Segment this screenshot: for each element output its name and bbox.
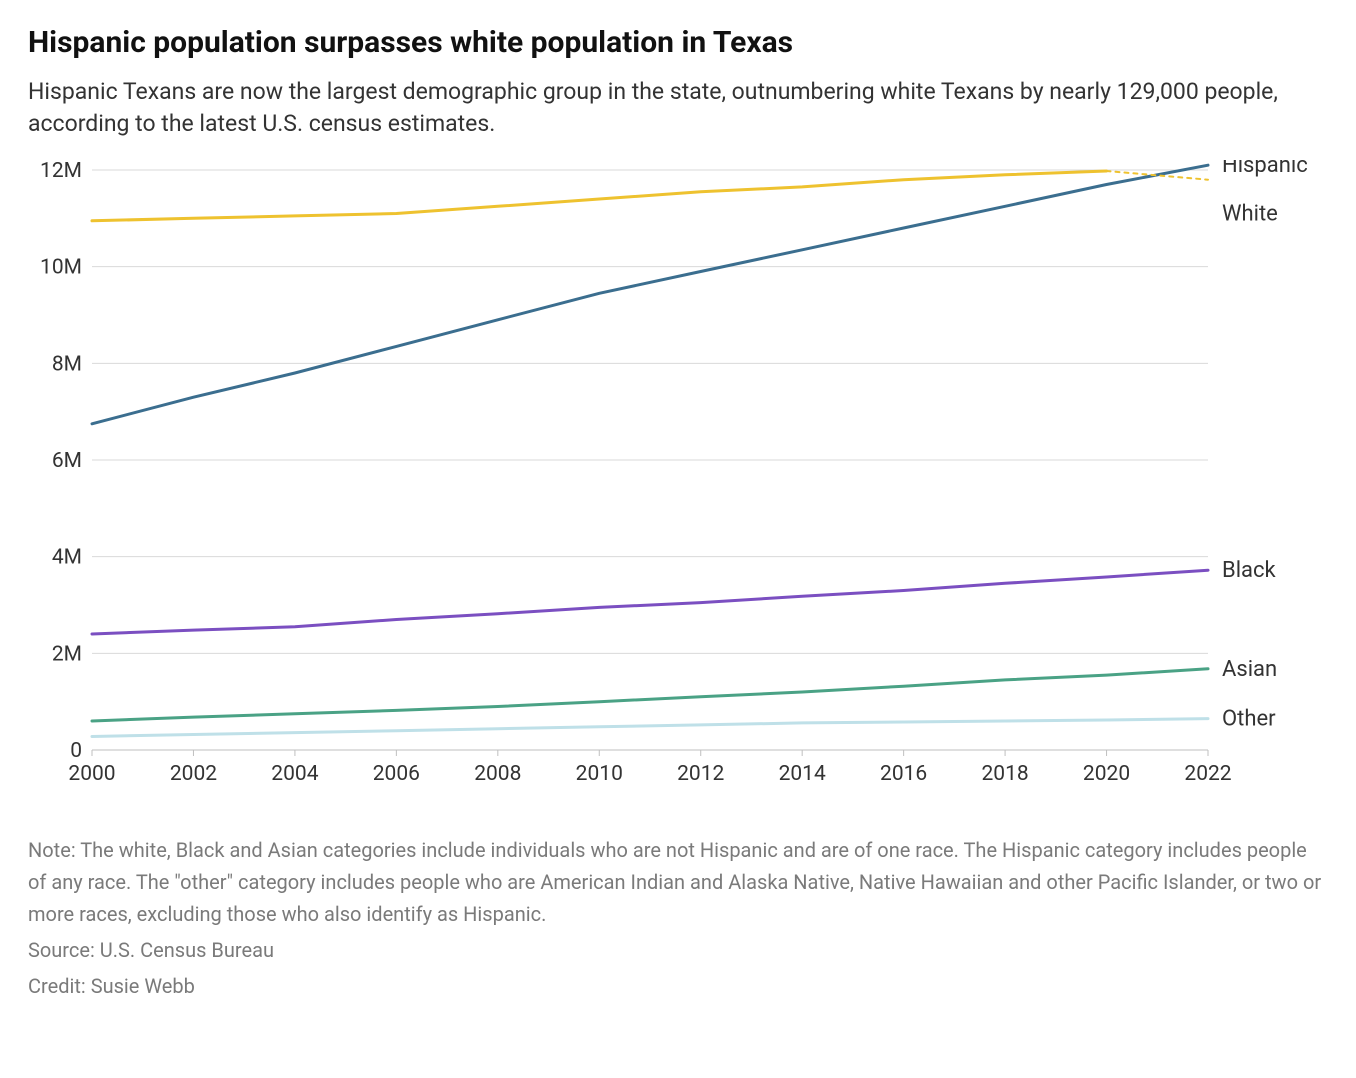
- x-tick-label: 2022: [1184, 762, 1231, 786]
- chart-title: Hispanic population surpasses white popu…: [28, 24, 1328, 62]
- y-tick-label: 2M: [52, 642, 82, 666]
- x-tick-label: 2006: [373, 762, 420, 786]
- x-tick-label: 2008: [474, 762, 521, 786]
- y-tick-label: 0: [70, 739, 82, 763]
- y-tick-label: 12M: [40, 160, 82, 183]
- x-tick-label: 2020: [1083, 762, 1130, 786]
- x-tick-label: 2002: [170, 762, 217, 786]
- series-label-other: Other: [1222, 706, 1276, 731]
- series-label-hispanic: Hispanic: [1222, 160, 1308, 178]
- series-line-other: [92, 718, 1208, 736]
- series-line-asian: [92, 669, 1208, 721]
- y-tick-label: 8M: [52, 352, 82, 376]
- y-tick-label: 6M: [52, 449, 82, 473]
- x-tick-label: 2014: [779, 762, 826, 786]
- x-tick-label: 2018: [981, 762, 1028, 786]
- x-tick-label: 2012: [677, 762, 724, 786]
- line-chart-svg: 0 2M 4M 6M 8M 10M 12M 2000 2002 2004 2006 2008 2010 2…: [28, 160, 1328, 800]
- footer-note: Note: The white, Black and Asian categor…: [28, 834, 1328, 930]
- x-tick-label: 2004: [271, 762, 318, 786]
- y-tick-label: 4M: [52, 546, 82, 570]
- x-tick-label: 2000: [68, 762, 115, 786]
- series-line-hispanic: [92, 165, 1208, 424]
- series-label-white: White: [1222, 202, 1278, 227]
- chart-container: Hispanic population surpasses white popu…: [0, 0, 1356, 1078]
- series-label-asian: Asian: [1222, 657, 1277, 682]
- series-line-black: [92, 570, 1208, 634]
- chart-plot-area: 0 2M 4M 6M 8M 10M 12M 2000 2002 2004 2006 2008 2010 2…: [28, 160, 1328, 800]
- series-line-white: [92, 171, 1107, 221]
- x-tick-label: 2016: [880, 762, 927, 786]
- chart-footer: Note: The white, Black and Asian categor…: [28, 834, 1328, 1002]
- footer-credit: Credit: Susie Webb: [28, 970, 1328, 1002]
- chart-subtitle: Hispanic Texans are now the largest demo…: [28, 76, 1328, 140]
- series-label-black: Black: [1222, 558, 1277, 583]
- footer-source: Source: U.S. Census Bureau: [28, 934, 1328, 966]
- y-tick-label: 10M: [40, 256, 82, 280]
- x-tick-label: 2010: [576, 762, 623, 786]
